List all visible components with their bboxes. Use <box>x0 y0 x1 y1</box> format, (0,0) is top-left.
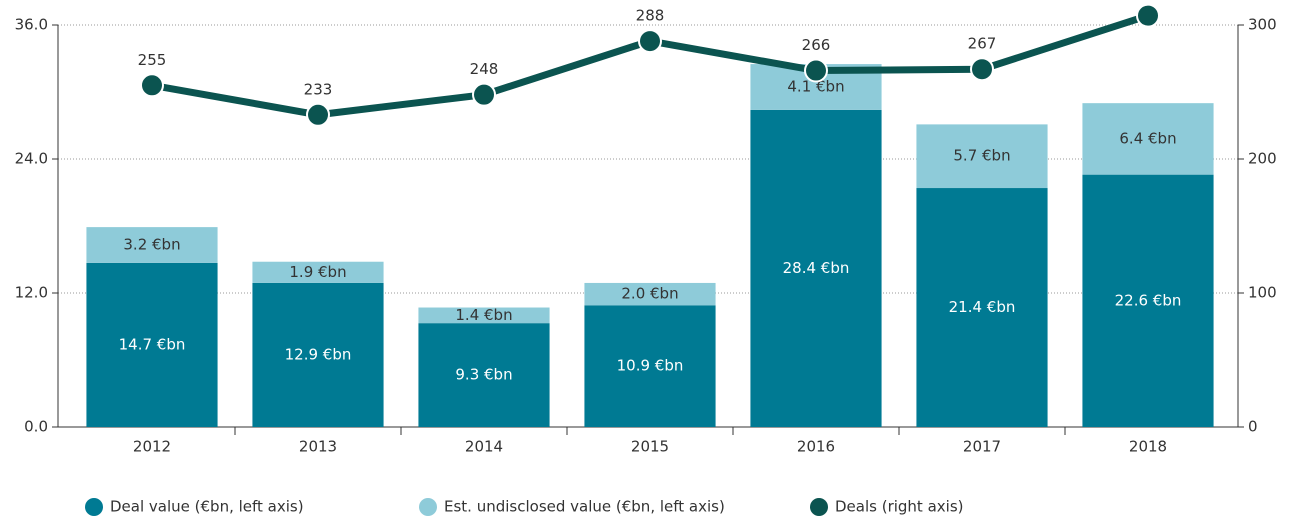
value-label: 12.9 €bn <box>285 345 352 363</box>
y-tick-label: 12.0 <box>15 284 48 302</box>
legend-label: Deals (right axis) <box>835 498 964 516</box>
value-label-top: 3.2 €bn <box>123 235 180 253</box>
bar <box>1082 103 1214 175</box>
bar <box>1082 174 1214 427</box>
y2-tick-label: 100 <box>1248 284 1277 302</box>
point <box>970 57 994 82</box>
y2-tick-label: 200 <box>1248 150 1277 168</box>
bar <box>584 305 716 427</box>
point <box>638 29 662 54</box>
value-label-top: 4.1 €bn <box>787 77 844 95</box>
point-label: 267 <box>968 35 997 53</box>
point-label: 248 <box>470 60 499 78</box>
legend-marker <box>810 498 828 516</box>
y2-tick-label: 300 <box>1248 16 1277 34</box>
bar <box>86 227 218 263</box>
bar <box>252 261 384 283</box>
bar <box>252 282 384 427</box>
value-label-top: 6.4 €bn <box>1119 129 1176 147</box>
point <box>1136 3 1160 28</box>
point-label: 288 <box>636 7 665 25</box>
y-tick-label: 36.0 <box>15 16 48 34</box>
y-tick-label: 24.0 <box>15 150 48 168</box>
value-label-top: 2.0 €bn <box>621 285 678 303</box>
point-label: 266 <box>802 36 831 54</box>
value-label: 9.3 €bn <box>455 366 512 384</box>
value-label: 21.4 €bn <box>949 298 1016 316</box>
value-label-top: 1.4 €bn <box>455 306 512 324</box>
x-tick-label: 2017 <box>963 438 1001 456</box>
x-tick-label: 2012 <box>133 438 171 456</box>
point <box>804 58 828 83</box>
x-tick-label: 2016 <box>797 438 835 456</box>
bar <box>418 323 550 427</box>
point <box>306 102 330 127</box>
y-tick-label: 0.0 <box>24 418 48 436</box>
bar <box>916 188 1048 427</box>
point-label: 255 <box>138 51 167 69</box>
legend-label: Est. undisclosed value (€bn, left axis) <box>444 498 725 516</box>
value-label-top: 1.9 €bn <box>289 263 346 281</box>
legend-label: Deal value (€bn, left axis) <box>110 498 304 516</box>
point-label: 233 <box>304 80 333 98</box>
bar <box>750 109 882 427</box>
value-label-top: 5.7 €bn <box>953 147 1010 165</box>
value-label: 22.6 €bn <box>1115 291 1182 309</box>
legend-marker <box>85 498 103 516</box>
bar <box>86 262 218 427</box>
x-tick-label: 2015 <box>631 438 669 456</box>
x-tick-label: 2014 <box>465 438 503 456</box>
x-tick-label: 2013 <box>299 438 337 456</box>
bar <box>916 124 1048 189</box>
value-label: 10.9 €bn <box>617 357 684 375</box>
y2-tick-label: 0 <box>1248 418 1258 436</box>
bar <box>418 307 550 324</box>
bar <box>584 282 716 306</box>
value-label: 28.4 €bn <box>783 259 850 277</box>
point <box>140 73 164 98</box>
legend-marker <box>419 498 437 516</box>
x-tick-label: 2018 <box>1129 438 1167 456</box>
value-label: 14.7 €bn <box>119 335 186 353</box>
point <box>472 82 496 107</box>
